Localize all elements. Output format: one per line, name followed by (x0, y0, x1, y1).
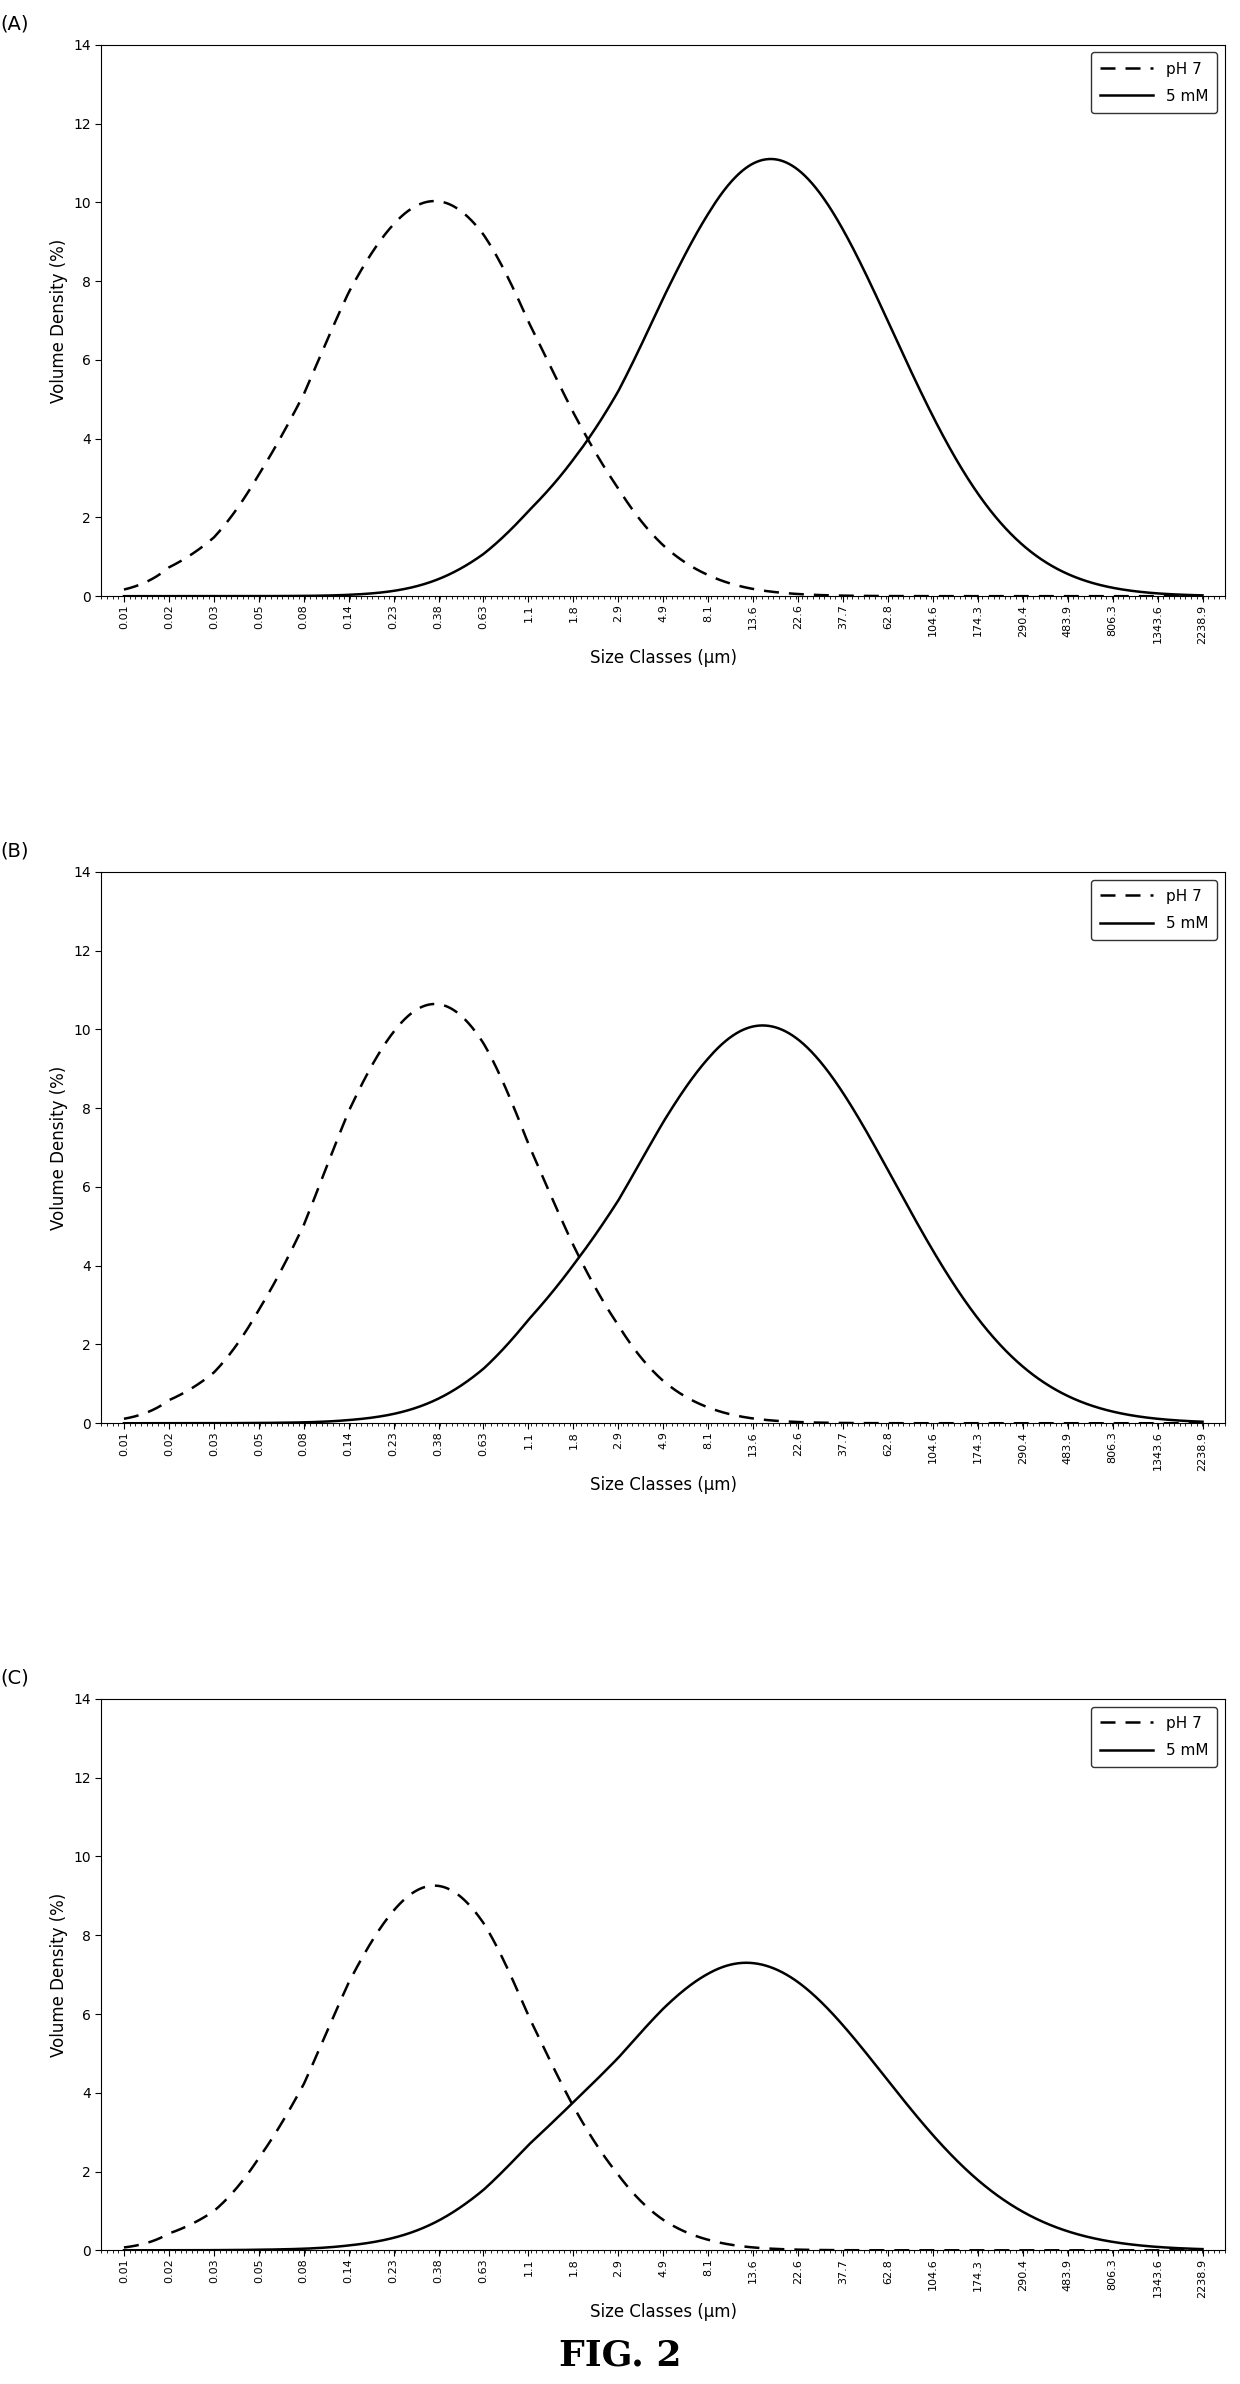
5 mM (1195, 582, 1210, 610)
pH 7 (573, 1244, 588, 1273)
pH 7 (428, 186, 443, 215)
Legend: pH 7, 5 mM: pH 7, 5 mM (1091, 52, 1218, 112)
pH 7 (1058, 1409, 1073, 1438)
X-axis label: Size Classes (μm): Size Classes (μm) (590, 648, 737, 668)
5 mM (233, 582, 248, 610)
5 mM (1174, 1407, 1189, 1435)
pH 7 (1058, 2236, 1073, 2265)
pH 7 (523, 1135, 538, 1163)
5 mM (233, 2236, 248, 2265)
Legend: pH 7, 5 mM: pH 7, 5 mM (1091, 880, 1218, 939)
Line: 5 mM: 5 mM (124, 1962, 1203, 2250)
5 mM (1174, 2234, 1189, 2262)
pH 7 (1058, 582, 1073, 610)
Legend: pH 7, 5 mM: pH 7, 5 mM (1091, 1707, 1218, 1767)
pH 7 (117, 2234, 131, 2262)
pH 7 (1195, 582, 1210, 610)
pH 7 (523, 312, 538, 341)
pH 7 (301, 2060, 316, 2088)
pH 7 (301, 370, 316, 398)
5 mM (117, 1409, 131, 1438)
pH 7 (1174, 582, 1189, 610)
5 mM (739, 1948, 754, 1976)
X-axis label: Size Classes (μm): Size Classes (μm) (590, 1476, 737, 1495)
5 mM (1195, 1407, 1210, 1435)
pH 7 (573, 410, 588, 439)
5 mM (755, 1011, 770, 1039)
pH 7 (117, 1404, 131, 1433)
X-axis label: Size Classes (μm): Size Classes (μm) (590, 2303, 737, 2322)
5 mM (117, 582, 131, 610)
pH 7 (233, 1326, 248, 1354)
pH 7 (233, 489, 248, 517)
Line: pH 7: pH 7 (124, 200, 1203, 596)
5 mM (117, 2236, 131, 2265)
Y-axis label: Volume Density (%): Volume Density (%) (50, 1893, 68, 2057)
pH 7 (428, 989, 443, 1018)
Line: pH 7: pH 7 (124, 1004, 1203, 1423)
pH 7 (427, 1871, 441, 1900)
Y-axis label: Volume Density (%): Volume Density (%) (50, 1066, 68, 1230)
Line: 5 mM: 5 mM (124, 160, 1203, 596)
pH 7 (117, 575, 131, 603)
5 mM (523, 493, 538, 522)
Text: (C): (C) (0, 1669, 29, 1688)
5 mM (764, 145, 779, 174)
5 mM (523, 1304, 538, 1333)
5 mM (1058, 1380, 1073, 1409)
pH 7 (1174, 1409, 1189, 1438)
5 mM (1195, 2234, 1210, 2262)
pH 7 (523, 2007, 538, 2036)
pH 7 (301, 1199, 316, 1228)
5 mM (301, 2234, 316, 2262)
Text: (A): (A) (0, 14, 29, 33)
5 mM (1058, 2217, 1073, 2246)
5 mM (523, 2129, 538, 2158)
pH 7 (1195, 1409, 1210, 1438)
pH 7 (233, 2169, 248, 2198)
5 mM (1058, 558, 1073, 586)
Line: 5 mM: 5 mM (124, 1025, 1203, 1423)
5 mM (301, 582, 316, 610)
pH 7 (1174, 2236, 1189, 2265)
5 mM (572, 436, 587, 465)
Text: (B): (B) (0, 842, 29, 861)
Y-axis label: Volume Density (%): Volume Density (%) (50, 238, 68, 403)
Text: FIG. 2: FIG. 2 (559, 2339, 681, 2372)
5 mM (233, 1409, 248, 1438)
Line: pH 7: pH 7 (124, 1886, 1203, 2250)
5 mM (1174, 579, 1189, 608)
pH 7 (1195, 2236, 1210, 2265)
5 mM (572, 1242, 587, 1271)
5 mM (572, 2081, 587, 2110)
5 mM (301, 1409, 316, 1438)
pH 7 (573, 2103, 588, 2131)
